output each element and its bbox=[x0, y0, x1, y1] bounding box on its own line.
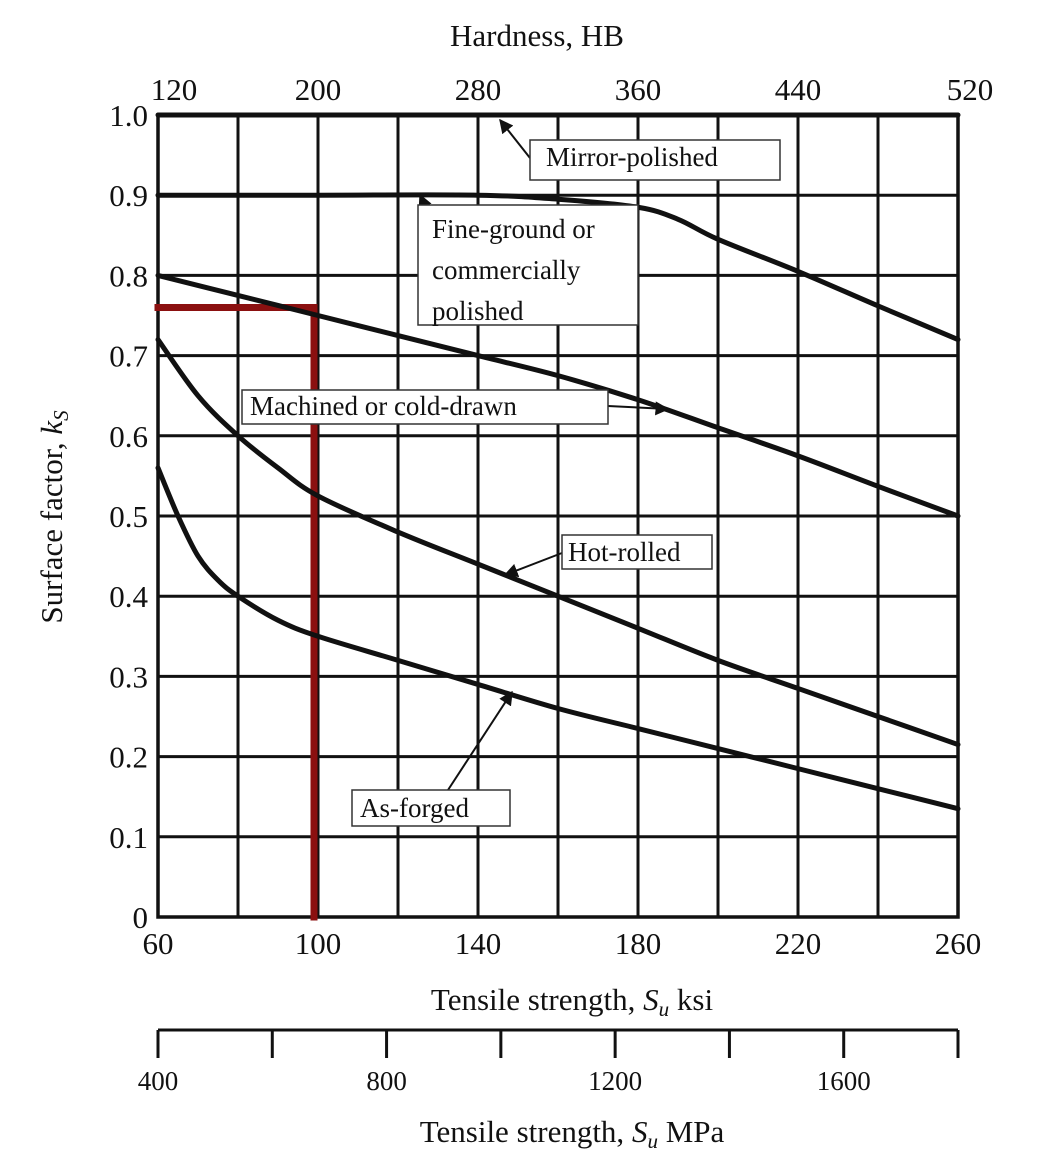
curves bbox=[155, 112, 961, 812]
y-tick-label: 0.7 bbox=[109, 339, 148, 374]
x-tick-label: 100 bbox=[295, 926, 342, 961]
top-tick-label: 280 bbox=[455, 72, 502, 107]
machined-label-text: Machined or cold-drawn bbox=[250, 391, 517, 421]
hot-rolled-curve bbox=[155, 337, 961, 748]
y-tick-label: 0.3 bbox=[109, 659, 148, 694]
tick-labels: 0 0.1 0.2 0.3 0.4 0.5 0.6 0.7 0.8 0.9 1.0 60 100 140 1… bbox=[109, 72, 993, 961]
secondary-tick-label: 1600 bbox=[817, 1066, 871, 1096]
fine-ground-label-text: commercially bbox=[432, 255, 581, 285]
x-tick-label: 180 bbox=[615, 926, 662, 961]
y-tick-label: 0 bbox=[133, 900, 149, 935]
hot-rolled-label: Hot-rolled bbox=[503, 534, 713, 577]
fine-ground-label: Fine-ground or commercially polished bbox=[417, 193, 639, 326]
mirror-polished-label-box bbox=[529, 139, 781, 181]
fine-ground-label-text: Fine-ground or bbox=[432, 214, 595, 244]
machined-label: Machined or cold-drawn bbox=[241, 389, 670, 425]
y-tick-label: 0.5 bbox=[109, 499, 148, 534]
secondary-tick-label: 400 bbox=[138, 1066, 179, 1096]
fine-ground-curve bbox=[155, 192, 961, 343]
machined-label-box bbox=[241, 389, 609, 425]
secondary-tick-label: 800 bbox=[366, 1066, 407, 1096]
hot-rolled-label-text: Hot-rolled bbox=[568, 537, 681, 567]
y-tick-label: 1.0 bbox=[109, 98, 148, 133]
y-tick-label: 0.4 bbox=[109, 579, 148, 614]
y-tick-label: 0.1 bbox=[109, 820, 148, 855]
top-tick-label: 360 bbox=[615, 72, 662, 107]
y-tick-label: 0.2 bbox=[109, 740, 148, 775]
x-tick-label: 60 bbox=[143, 926, 174, 961]
as-forged-label-box bbox=[351, 789, 511, 827]
mirror-polished-label: Mirror-polished bbox=[499, 118, 781, 181]
y-tick-label: 0.8 bbox=[109, 258, 148, 293]
as-forged-label: As-forged bbox=[351, 690, 513, 827]
y-tick-label: 0.9 bbox=[109, 178, 148, 213]
top-tick-label: 520 bbox=[947, 72, 994, 107]
y-tick-label: 0.6 bbox=[109, 419, 148, 454]
x-tick-label: 220 bbox=[775, 926, 822, 961]
top-tick-label: 440 bbox=[775, 72, 822, 107]
fine-ground-label-text: polished bbox=[432, 296, 524, 326]
top-tick-label: 120 bbox=[151, 72, 198, 107]
secondary-x-axis-title: Tensile strength, Su MPa bbox=[420, 1114, 725, 1153]
mirror-polished-label-text: Mirror-polished bbox=[546, 142, 718, 172]
y-axis-title: Surface factor, kS bbox=[34, 410, 73, 624]
curve-labels: Mirror-polished Fine-ground or commerciall… bbox=[241, 118, 781, 827]
hot-rolled-label-box bbox=[561, 534, 713, 570]
machined-label-leader bbox=[607, 401, 670, 416]
machined-curve bbox=[155, 272, 961, 519]
secondary-tick-label: 1200 bbox=[588, 1066, 642, 1096]
as-forged-curve bbox=[155, 465, 961, 812]
as-forged-label-leader bbox=[447, 690, 513, 791]
top-tick-label: 200 bbox=[295, 72, 342, 107]
as-forged-label-text: As-forged bbox=[360, 793, 469, 823]
top-axis-title: Hardness, HB bbox=[450, 18, 624, 53]
x-tick-label: 260 bbox=[935, 926, 982, 961]
x-tick-label: 140 bbox=[455, 926, 502, 961]
fine-ground-label-box bbox=[417, 204, 639, 326]
mirror-polished-label-leader bbox=[499, 118, 531, 159]
x-axis-title: Tensile strength, Su ksi bbox=[431, 982, 714, 1021]
secondary-axis: 400 800 1200 1600 bbox=[138, 1028, 960, 1096]
hot-rolled-label-leader bbox=[503, 552, 563, 577]
